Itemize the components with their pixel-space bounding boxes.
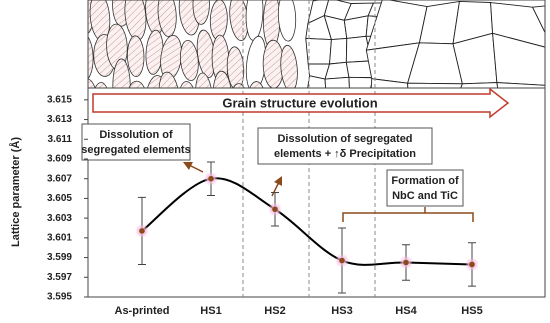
y-tick-label: 3.595 (47, 292, 72, 303)
equiaxed-grain (370, 78, 409, 88)
data-point (403, 259, 409, 266)
columnar-grain (125, 80, 149, 88)
columnar-grain (158, 71, 180, 88)
annotation-box (81, 123, 191, 161)
equiaxed-grain (348, 76, 375, 88)
columnar-grain (144, 75, 168, 88)
columnar-grain (195, 72, 213, 88)
y-tick-label: 3.597 (47, 272, 72, 283)
equiaxed-grain (324, 76, 350, 88)
y-tick-label: 3.613 (47, 114, 72, 125)
equiaxed-grain (492, 32, 545, 86)
annotation: Dissolution of (99, 129, 173, 141)
columnar-grain (157, 0, 177, 38)
columnar-grain (226, 46, 245, 88)
data-point (272, 206, 278, 213)
data-point (339, 257, 345, 264)
y-tick-label: 3.605 (47, 193, 72, 204)
columnar-grain (280, 44, 298, 88)
y-tick-label: 3.603 (47, 213, 72, 224)
equiaxed-grain (407, 82, 463, 88)
grain-schematic (88, 0, 550, 171)
x-tick-label: As-printed (115, 305, 170, 317)
equiaxed-grain (450, 116, 508, 168)
columnar-grain (177, 81, 199, 88)
x-tick-label: HS1 (200, 305, 221, 317)
y-tick-label: 3.615 (47, 94, 72, 105)
columnar-grain (88, 32, 94, 83)
equiaxed-grain (496, 82, 545, 88)
columnar-grain (90, 82, 110, 88)
columnar-grain (127, 35, 145, 77)
columnar-grain (245, 81, 267, 88)
columnar-grain (192, 0, 210, 25)
y-tick-label: 3.609 (47, 154, 72, 165)
x-tick-label: HS3 (331, 305, 352, 317)
bracket (342, 207, 474, 222)
banner-text: Grain structure evolution (222, 95, 377, 110)
annotation: NbC and TiC (392, 190, 458, 202)
y-tick-label: 3.601 (47, 232, 72, 243)
annotation-box (386, 169, 464, 207)
columnar-grain (277, 0, 297, 42)
annotation: segregated elements (81, 144, 190, 156)
annotation: Formation of (391, 175, 459, 187)
y-tick-label: 3.611 (48, 134, 73, 145)
columnar-grain (228, 83, 249, 88)
y-tick-label: 3.599 (47, 252, 72, 263)
data-point (139, 228, 145, 234)
equiaxed-grain (460, 82, 499, 88)
equiaxed-grain (305, 37, 332, 65)
data-point (208, 175, 214, 182)
pointer-arrow (182, 161, 204, 173)
columnar-grain (212, 70, 233, 88)
pointer-arrow (271, 175, 283, 197)
equiaxed-grain (307, 75, 327, 88)
equiaxed-grain (532, 5, 545, 34)
x-tick-label: HS2 (264, 305, 285, 317)
data-point (469, 261, 475, 268)
y-axis-title: Lattice parameter (Å) (9, 137, 22, 247)
annotation: Dissolution of segregated (277, 133, 412, 145)
equiaxed-grain (329, 38, 348, 65)
equiaxed-grain (505, 116, 550, 171)
x-tick-label: HS5 (461, 305, 482, 317)
y-tick-label: 3.607 (47, 173, 72, 184)
x-tick-label: HS4 (395, 305, 417, 317)
annotation-box (257, 127, 433, 165)
banner-arrow (92, 87, 510, 119)
equiaxed-grain (343, 15, 369, 39)
annotation: elements + ↑δ Precipitation (274, 148, 416, 160)
